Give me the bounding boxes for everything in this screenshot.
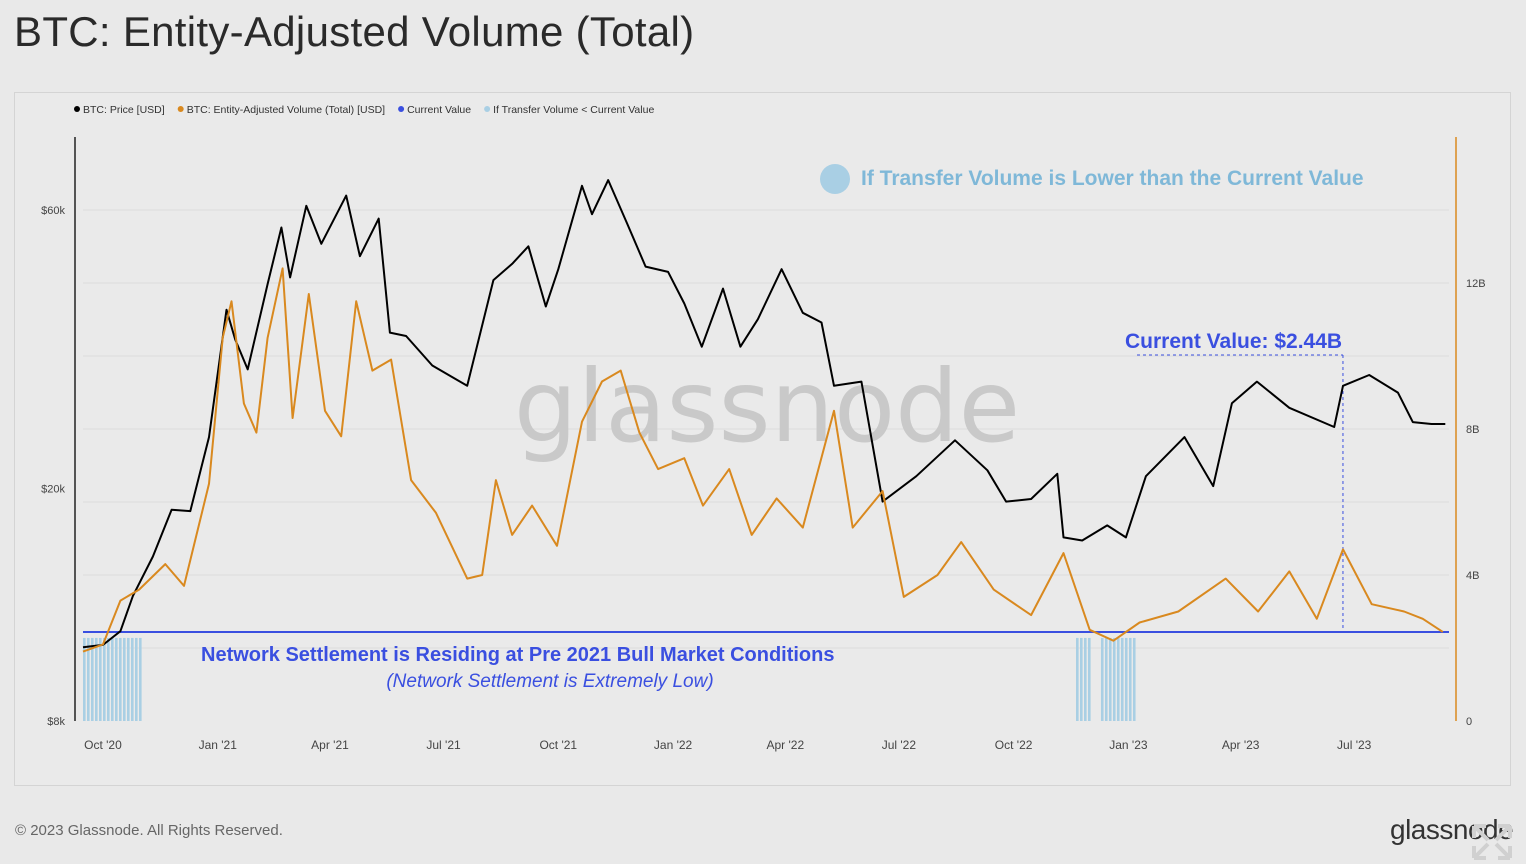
legend-item-3: If Transfer Volume < Current Value xyxy=(484,104,654,116)
grid-lines xyxy=(83,209,1449,649)
legend-item-1: BTC: Entity-Adjusted Volume (Total) [USD… xyxy=(177,104,385,116)
below-current-bar xyxy=(135,637,138,721)
current-value-label: Current Value: $2.44B xyxy=(1125,330,1342,353)
tick-labels: Oct '20 Jan '21 Apr '21 Jul '21 Oct '21 Jan '… xyxy=(41,205,1485,752)
x-tick-label: Jul '22 xyxy=(882,738,917,752)
main-annotation: Network Settlement is Residing at Pre 20… xyxy=(201,644,835,666)
y-left-tick-label: $8k xyxy=(47,716,65,728)
below-current-band-0 xyxy=(83,637,142,721)
below-current-bar xyxy=(1080,637,1083,721)
below-current-bar xyxy=(1108,637,1112,721)
below-current-bar xyxy=(119,637,122,721)
below-current-bar xyxy=(1120,637,1124,721)
y-right-tick-label: 4B xyxy=(1466,570,1479,582)
x-tick-label: Oct '21 xyxy=(539,738,577,752)
below-current-bar xyxy=(1112,637,1116,721)
chart-container: glassnode Oct '20 Jan '21 Apr '21 Jul '21 Oc… xyxy=(14,92,1511,786)
below-current-bar xyxy=(131,637,134,721)
below-current-bar xyxy=(103,637,106,721)
below-current-bar xyxy=(1128,637,1132,721)
copyright-notice: © 2023 Glassnode. All Rights Reserved. xyxy=(15,822,283,839)
legend-dot xyxy=(74,106,80,112)
x-tick-label: Jul '21 xyxy=(426,738,461,752)
price-line xyxy=(82,179,1446,649)
below-current-bar xyxy=(139,637,142,721)
legend-item-0: BTC: Price [USD] xyxy=(74,104,165,116)
x-tick-label: Apr '23 xyxy=(1222,738,1260,752)
below-current-bar xyxy=(83,637,86,721)
x-tick-label: Jan '22 xyxy=(654,738,693,752)
legend-dot xyxy=(398,106,405,112)
below-current-bar xyxy=(1088,637,1091,721)
below-current-bar xyxy=(1116,637,1120,721)
annotations: If Transfer Volume is Lower than the Cur… xyxy=(201,164,1364,692)
legend-item-2: Current Value xyxy=(398,104,471,116)
below-current-bar xyxy=(107,637,110,721)
legend-label: BTC: Entity-Adjusted Volume (Total) [USD… xyxy=(187,104,385,116)
below-current-bar xyxy=(1100,637,1104,721)
x-tick-label: Oct '22 xyxy=(995,738,1033,752)
x-tick-label: Apr '21 xyxy=(311,738,349,752)
below-current-bar xyxy=(1084,637,1087,721)
below-current-band-2 xyxy=(1100,637,1136,721)
x-tick-label: Oct '20 xyxy=(84,738,122,752)
below-current-bar xyxy=(127,637,130,721)
below-current-bar xyxy=(1124,637,1128,721)
below-current-bar xyxy=(111,637,114,721)
y-right-tick-label: 8B xyxy=(1466,424,1479,436)
below-current-bar xyxy=(1076,637,1079,721)
below-current-bar xyxy=(91,637,94,721)
legend-dot xyxy=(177,106,184,112)
y-left-tick-label: $60k xyxy=(41,205,65,217)
below-current-bar xyxy=(123,637,126,721)
y-right-tick-label: 12B xyxy=(1466,278,1486,290)
x-tick-label: Jul '23 xyxy=(1337,738,1372,752)
below-current-bar xyxy=(95,637,98,721)
below-current-bar xyxy=(1132,637,1136,721)
legend-label: Current Value xyxy=(407,104,471,116)
legend-note-text: If Transfer Volume is Lower than the Cur… xyxy=(861,167,1364,190)
below-current-bar xyxy=(99,637,102,721)
legend-note-dot xyxy=(820,164,850,194)
x-tick-label: Jan '23 xyxy=(1109,738,1148,752)
x-tick-label: Jan '21 xyxy=(199,738,238,752)
below-current-bands xyxy=(83,637,1136,721)
series-lines xyxy=(82,179,1449,653)
y-left-tick-label: $20k xyxy=(41,484,65,496)
x-tick-label: Apr '22 xyxy=(767,738,805,752)
legend-label: If Transfer Volume < Current Value xyxy=(493,104,654,116)
expand-icon[interactable] xyxy=(1470,822,1514,862)
page-title: BTC: Entity-Adjusted Volume (Total) xyxy=(14,8,695,55)
sub-annotation: (Network Settlement is Extremely Low) xyxy=(386,671,713,692)
watermark: glassnode xyxy=(514,348,1020,465)
chart-svg: glassnode Oct '20 Jan '21 Apr '21 Jul '21 Oc… xyxy=(41,104,1485,752)
y-right-tick-label: 0 xyxy=(1466,716,1472,728)
legend-label: BTC: Price [USD] xyxy=(83,104,165,116)
glassnode-logo: glassnode xyxy=(1390,814,1514,845)
legend-dot xyxy=(484,106,491,112)
below-current-band-1 xyxy=(1076,637,1091,721)
axes xyxy=(74,137,1457,721)
volume-line xyxy=(82,267,1444,653)
below-current-bar xyxy=(87,637,90,721)
below-current-bar xyxy=(1104,637,1108,721)
legend: BTC: Price [USD] BTC: Entity-Adjusted Vol… xyxy=(74,104,654,116)
below-current-bar xyxy=(115,637,118,721)
